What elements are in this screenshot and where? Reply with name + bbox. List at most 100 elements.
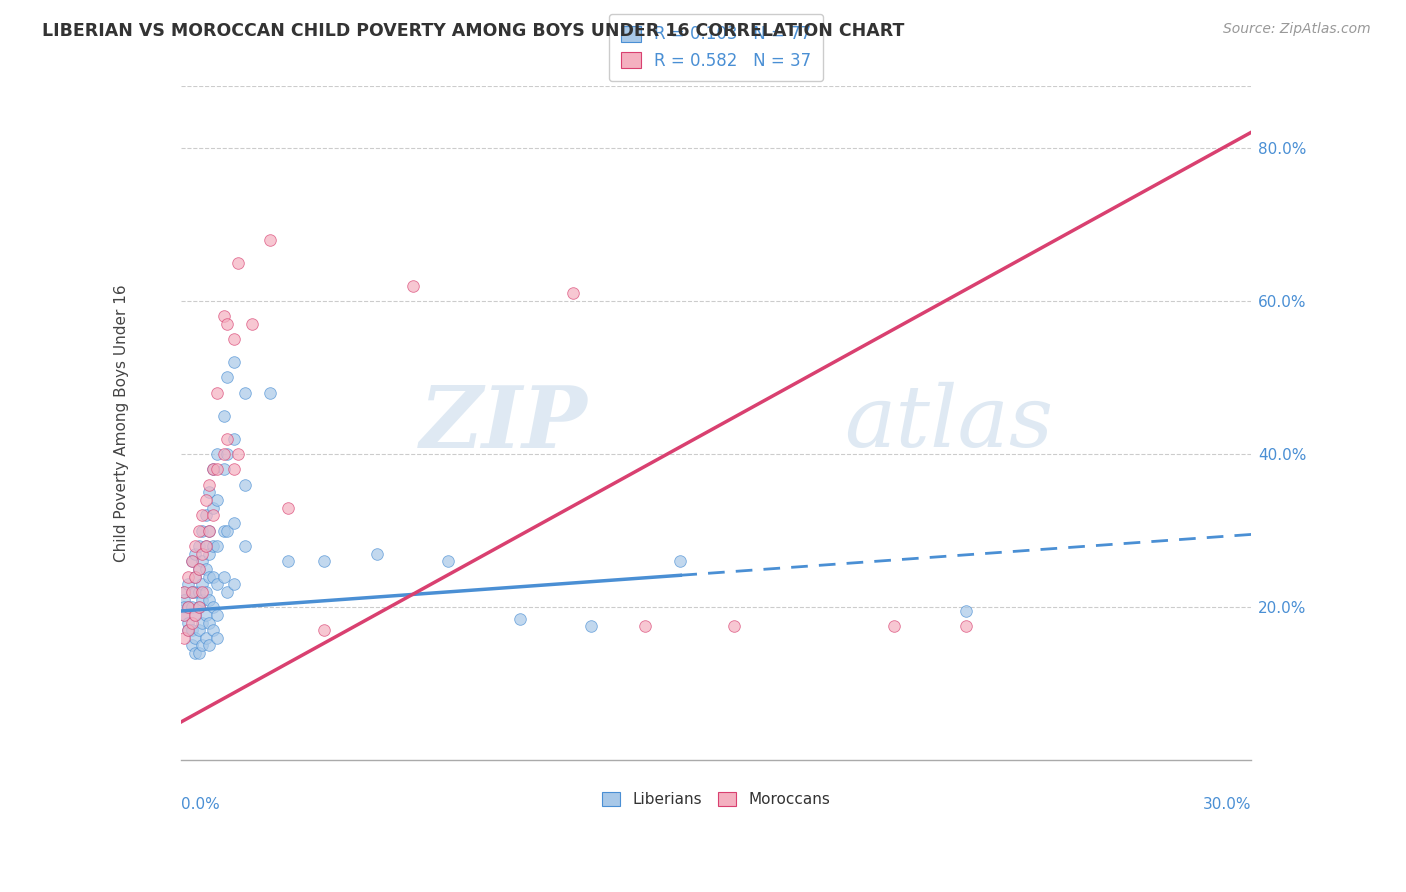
Point [180,585,202,599]
Point [187,585,209,599]
Point [366,547,388,561]
Text: 0.0%: 0.0% [181,797,219,813]
Point [198,615,221,630]
Text: Source: ZipAtlas.com: Source: ZipAtlas.com [1223,22,1371,37]
Point [233,539,256,553]
Point [191,524,214,538]
Point [194,508,217,523]
Point [191,615,214,630]
Point [177,577,200,591]
Text: atlas: atlas [845,382,1053,465]
Point [217,370,239,384]
Point [312,554,335,568]
Point [177,623,200,637]
Point [201,569,224,583]
Point [217,432,239,446]
Point [198,592,221,607]
Point [205,462,228,476]
Point [177,600,200,615]
Point [201,623,224,637]
Point [187,623,209,637]
Point [180,554,202,568]
Point [579,619,602,633]
Point [437,554,460,568]
Point [217,585,239,599]
Point [212,409,235,423]
Point [217,524,239,538]
Point [201,500,224,515]
Point [205,631,228,645]
Point [198,569,221,583]
Point [191,592,214,607]
Point [212,462,235,476]
Point [194,539,217,553]
Point [194,492,217,507]
Point [184,631,207,645]
Point [198,639,221,653]
Point [187,539,209,553]
Point [180,600,202,615]
Point [177,600,200,615]
Point [201,508,224,523]
Text: ZIP: ZIP [420,382,588,465]
Point [233,477,256,491]
Point [180,554,202,568]
Point [194,562,217,576]
Point [217,317,239,331]
Point [187,600,209,615]
Point [226,447,249,461]
Point [187,562,209,576]
Point [240,317,263,331]
Point [259,385,281,400]
Point [184,569,207,583]
Point [723,619,745,633]
Point [180,639,202,653]
Point [180,615,202,630]
Point [184,547,207,561]
Point [194,539,217,553]
Point [184,585,207,599]
Point [184,607,207,622]
Point [217,447,239,461]
Point [191,547,214,561]
Point [187,562,209,576]
Point [173,592,195,607]
Point [201,539,224,553]
Point [205,385,228,400]
Point [205,447,228,461]
Point [198,477,221,491]
Point [201,600,224,615]
Point [180,585,202,599]
Point [184,539,207,553]
Point [173,585,195,599]
Point [191,508,214,523]
Point [191,577,214,591]
Point [191,639,214,653]
Point [259,233,281,247]
Point [205,539,228,553]
Point [194,607,217,622]
Point [198,485,221,500]
Point [191,585,214,599]
Point [212,569,235,583]
Legend: Liberians, Moroccans: Liberians, Moroccans [596,786,837,814]
Point [224,516,246,530]
Point [226,255,249,269]
Point [669,554,692,568]
Point [201,462,224,476]
Point [173,607,195,622]
Point [212,524,235,538]
Point [173,585,195,599]
Point [198,547,221,561]
Point [198,524,221,538]
Point [562,286,585,301]
Text: Child Poverty Among Boys Under 16: Child Poverty Among Boys Under 16 [114,285,129,562]
Point [173,631,195,645]
Point [277,554,299,568]
Point [224,332,246,346]
Point [184,646,207,660]
Text: 30.0%: 30.0% [1202,797,1251,813]
Point [177,623,200,637]
Point [233,385,256,400]
Point [224,577,246,591]
